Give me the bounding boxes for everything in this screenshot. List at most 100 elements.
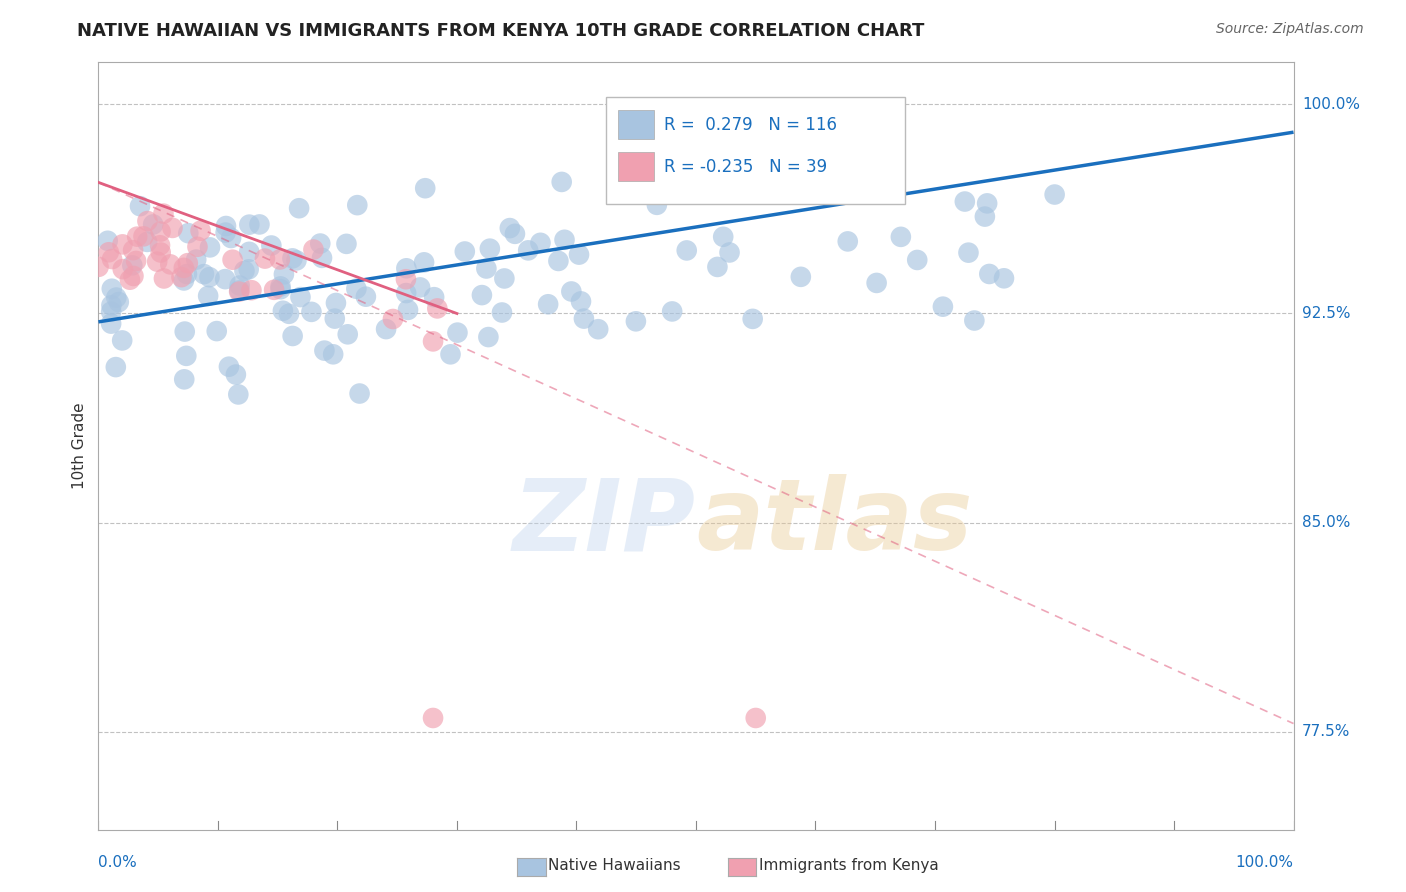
Text: atlas: atlas (696, 475, 973, 571)
Point (107, 295, 129, 310)
Point (162, 221, 184, 235)
Point (554, 233, 576, 247)
Point (100, 317, 122, 331)
Point (149, 225, 172, 239)
Point (979, 267, 1001, 281)
Point (529, 235, 551, 250)
Point (953, 194, 976, 209)
Point (101, 282, 124, 296)
Point (221, 252, 243, 267)
Point (426, 301, 449, 316)
Point (586, 322, 609, 336)
Point (503, 227, 526, 241)
Point (173, 372, 195, 386)
Point (475, 261, 498, 276)
Text: 100.0%: 100.0% (1302, 97, 1360, 112)
Point (193, 267, 215, 281)
Point (741, 311, 763, 326)
Point (105, 291, 128, 305)
Point (281, 329, 304, 343)
Point (349, 386, 371, 401)
Point (100, 298, 122, 312)
Point (278, 307, 301, 321)
Point (281, 252, 304, 266)
Point (550, 175, 572, 189)
Point (111, 334, 134, 348)
Point (499, 221, 522, 235)
Point (273, 268, 295, 282)
Text: 85.0%: 85.0% (1302, 516, 1350, 530)
Point (423, 290, 446, 304)
Point (325, 296, 347, 310)
Point (446, 326, 468, 340)
Point (271, 303, 294, 318)
Text: Source: ZipAtlas.com: Source: ZipAtlas.com (1216, 22, 1364, 37)
Point (118, 273, 141, 287)
Point (111, 237, 134, 252)
Text: R =  0.279   N = 116: R = 0.279 N = 116 (664, 116, 837, 134)
Point (311, 251, 333, 265)
Point (957, 245, 980, 260)
Point (661, 304, 683, 318)
Point (121, 258, 143, 272)
Point (976, 196, 998, 211)
Point (260, 238, 283, 252)
FancyBboxPatch shape (606, 97, 905, 204)
Point (422, 711, 444, 725)
Text: Native Hawaiians: Native Hawaiians (548, 858, 681, 872)
Point (323, 311, 346, 326)
Point (837, 235, 859, 249)
Point (122, 243, 145, 257)
Point (745, 711, 768, 725)
Point (477, 330, 499, 344)
Point (100, 304, 122, 318)
Point (890, 230, 912, 244)
Point (177, 256, 200, 270)
Point (606, 185, 628, 199)
Point (226, 387, 249, 401)
FancyBboxPatch shape (619, 153, 654, 181)
Point (104, 360, 127, 375)
Text: 0.0%: 0.0% (98, 855, 138, 870)
Point (122, 268, 145, 283)
Point (381, 312, 404, 326)
Point (197, 289, 219, 303)
Point (173, 260, 195, 275)
Point (146, 254, 169, 268)
Point (233, 264, 256, 278)
Point (905, 252, 928, 267)
Point (249, 218, 271, 232)
Point (865, 276, 887, 290)
Point (624, 314, 647, 328)
Point (186, 240, 208, 254)
Point (190, 224, 212, 238)
Point (238, 244, 260, 259)
Point (963, 313, 986, 327)
Point (706, 260, 728, 274)
Point (409, 280, 432, 294)
Point (354, 290, 377, 304)
Point (97, 245, 120, 260)
Point (711, 229, 734, 244)
Point (309, 236, 332, 251)
Point (225, 368, 247, 382)
Point (177, 226, 200, 240)
Point (136, 235, 159, 249)
Point (153, 271, 176, 285)
Text: 77.5%: 77.5% (1302, 724, 1350, 739)
Point (101, 252, 124, 266)
Point (560, 285, 582, 299)
Point (491, 305, 513, 319)
Point (314, 343, 336, 358)
Text: 100.0%: 100.0% (1236, 855, 1294, 870)
Point (471, 288, 494, 302)
Y-axis label: 10th Grade: 10th Grade (72, 402, 87, 490)
Point (413, 255, 436, 269)
Point (159, 257, 181, 271)
Point (675, 244, 697, 258)
Point (395, 272, 418, 286)
Point (176, 267, 198, 281)
Point (170, 270, 193, 285)
Point (517, 244, 540, 258)
Point (335, 236, 357, 251)
